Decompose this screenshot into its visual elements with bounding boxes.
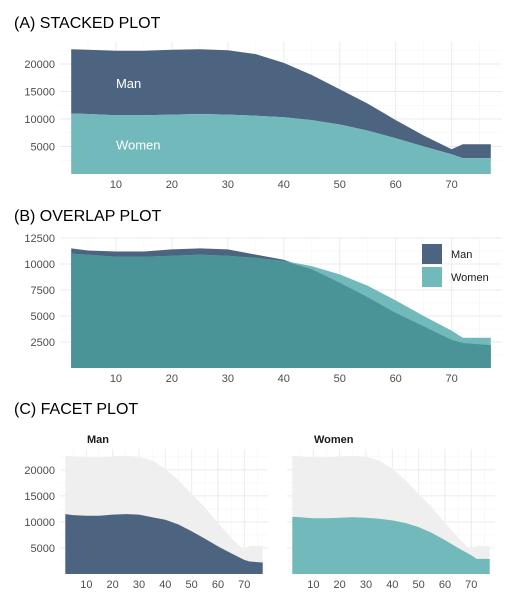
panel-c-facet-women-x-tick-label: 40	[386, 579, 398, 591]
panel-c-facet-plot: (C) FACET PLOT Man 10 20 30 40 50 60 70 5000 1000…	[14, 401, 495, 591]
panel-c-facet-man-x-tick-label: 60	[212, 579, 224, 591]
panel-c-facet-man-strip-label: Man	[87, 434, 109, 446]
panel-c-facet-man-x-tick-label: 40	[159, 579, 171, 591]
panel-a-x-tick-label: 20	[166, 179, 178, 191]
panel-c-facet-man-y-tick-label: 15000	[24, 491, 55, 503]
panel-c-facet-man-x-tick-label: 30	[133, 579, 145, 591]
panel-a-x-tick-label: 30	[222, 179, 234, 191]
panel-a-x-tick-label: 10	[110, 179, 122, 191]
panel-c-facet-man-x-tick-label: 50	[186, 579, 198, 591]
legend-key-man	[422, 244, 442, 264]
panel-b-y-tick-label: 12500	[24, 233, 55, 245]
panel-c-facet-man-y-tick-label: 10000	[24, 517, 55, 529]
panel-c-facet-women-strip-label: Women	[314, 434, 354, 446]
panel-b-y-tick-label: 10000	[24, 259, 55, 271]
panel-b-x-tick-label: 70	[446, 373, 458, 385]
panel-a-title: (A) STACKED PLOT	[14, 15, 161, 32]
panel-b-area-overlap	[71, 253, 491, 368]
panel-c-facet-women-area	[292, 516, 490, 574]
panel-a-x-tick-label: 40	[278, 179, 290, 191]
panel-b-y-tick-label: 5000	[31, 311, 55, 323]
panel-c-title: (C) FACET PLOT	[14, 401, 138, 418]
panel-a-area-man	[71, 49, 491, 159]
panel-c-facet-man-area	[65, 514, 263, 574]
panel-a-label-man: Man	[116, 76, 141, 91]
panel-c-facet-man-y-tick-label: 20000	[24, 465, 55, 477]
panel-a-x-tick-label: 50	[334, 179, 346, 191]
panel-a-x-tick-label: 60	[390, 179, 402, 191]
panel-a-stacked-plot: (A) STACKED PLOT Man Women 10 20 30 40 50 60 70 5…	[14, 15, 502, 191]
panel-a-y-tick-label: 10000	[24, 114, 55, 126]
panel-c-facet-women-x-tick-label: 60	[439, 579, 451, 591]
panel-a-label-women: Women	[116, 138, 161, 153]
panel-c-facet-women-x-tick-label: 30	[360, 579, 372, 591]
panel-b-x-tick-label: 50	[334, 373, 346, 385]
panel-b-x-tick-label: 60	[390, 373, 402, 385]
panel-a-area-women	[71, 113, 491, 174]
panel-c-facet-women-x-tick-label: 10	[307, 579, 319, 591]
legend-key-women	[422, 267, 442, 287]
panel-b-x-tick-label: 10	[110, 373, 122, 385]
panel-c-facet-man-x-tick-label: 10	[80, 579, 92, 591]
panel-b-x-tick-label: 30	[222, 373, 234, 385]
panel-a-x-tick-label: 70	[446, 179, 458, 191]
panel-b-overlap-plot: (B) OVERLAP PLOT 10 20 30 40 50 60 70 2500 5000 7…	[14, 208, 502, 385]
panel-b-x-tick-label: 20	[166, 373, 178, 385]
panel-b-y-tick-label: 2500	[31, 337, 55, 349]
legend-label-women: Women	[451, 272, 489, 284]
panel-c-facet-man-x-tick-label: 70	[238, 579, 250, 591]
panel-a-y-tick-label: 20000	[24, 59, 55, 71]
panel-c-facet-women-x-tick-label: 50	[413, 579, 425, 591]
panel-a-y-tick-label: 5000	[31, 142, 55, 154]
panel-b-y-tick-label: 7500	[31, 285, 55, 297]
panel-c-facet-women-x-tick-label: 70	[465, 579, 477, 591]
panel-c-facet-man-y-tick-label: 5000	[31, 543, 55, 555]
panel-b-title: (B) OVERLAP PLOT	[14, 208, 162, 225]
panel-c-facet-women-x-tick-label: 20	[334, 579, 346, 591]
panel-b-legend: Man Women	[422, 244, 489, 287]
legend-label-man: Man	[451, 249, 472, 261]
panel-c-facet-man-x-tick-label: 20	[107, 579, 119, 591]
panel-b-x-tick-label: 40	[278, 373, 290, 385]
panel-a-y-tick-label: 15000	[24, 87, 55, 99]
